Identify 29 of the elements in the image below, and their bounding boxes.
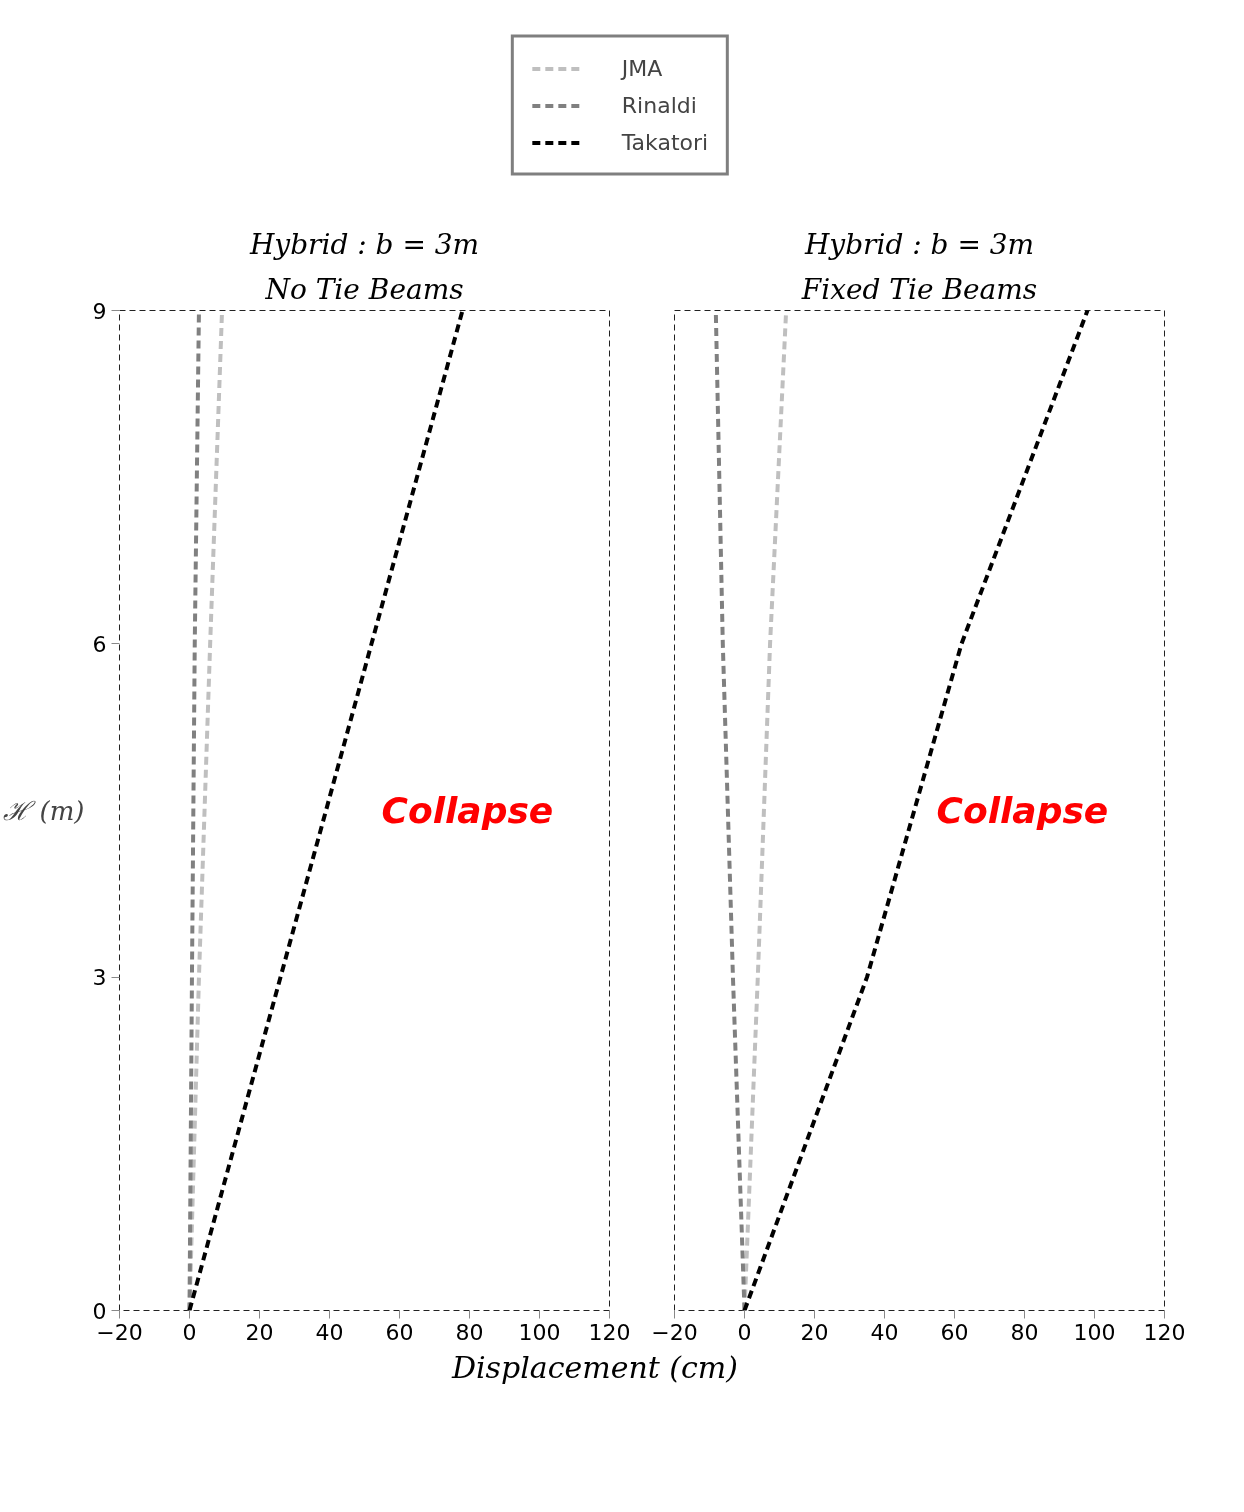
y-tick-label: 6	[92, 631, 107, 657]
annotation: Collapse	[936, 790, 1109, 831]
legend-label: JMA	[621, 55, 663, 81]
y-axis-title: ℋ (m)	[3, 795, 85, 826]
x-tick-label: 100	[518, 1319, 561, 1345]
x-tick-label: 120	[1143, 1319, 1186, 1345]
x-tick-label: 120	[588, 1319, 631, 1345]
chart-title: Hybrid : b = 3m	[803, 227, 1035, 261]
y-tick-label: 9	[92, 298, 107, 324]
legend-label: Rinaldi	[621, 92, 697, 118]
chart-subtitle: No Tie Beams	[264, 272, 464, 306]
annotation: Collapse	[381, 790, 554, 831]
chart-subtitle: Fixed Tie Beams	[800, 272, 1038, 306]
x-tick-label: 60	[385, 1319, 414, 1345]
x-tick-label: 80	[455, 1319, 484, 1345]
x-tick-label: 60	[940, 1319, 969, 1345]
legend-label: Takatori	[621, 129, 709, 155]
x-tick-label: 20	[800, 1319, 829, 1345]
x-tick-label: 40	[870, 1319, 899, 1345]
x-tick-label: −20	[651, 1319, 698, 1345]
x-axis-title: Displacement (cm)	[451, 1349, 739, 1387]
x-tick-label: 0	[182, 1319, 197, 1345]
y-tick-label: 3	[92, 965, 107, 991]
x-tick-label: 80	[1010, 1319, 1039, 1345]
x-tick-label: 0	[737, 1319, 752, 1345]
chart-title: Hybrid : b = 3m	[248, 227, 480, 261]
x-tick-label: 20	[245, 1319, 274, 1345]
x-tick-label: 100	[1073, 1319, 1116, 1345]
x-tick-label: 40	[315, 1319, 344, 1345]
